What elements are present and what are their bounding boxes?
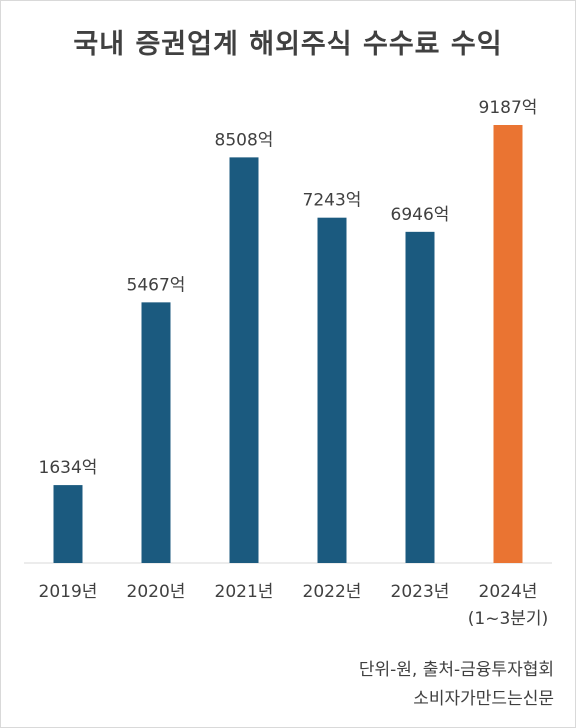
bar-2024년 <box>493 125 523 563</box>
x-tick-label-2021년: 2021년 <box>215 582 274 602</box>
data-label-2023년: 6946억 <box>391 205 450 225</box>
bar-2020년 <box>141 302 171 563</box>
x-tick-label-2019년: 2019년 <box>39 582 98 602</box>
x-tick-label-2023년: 2023년 <box>391 582 450 602</box>
bar-2022년 <box>317 217 347 564</box>
x-tick-label-2020년: 2020년 <box>127 582 186 602</box>
bar-2019년 <box>53 485 83 563</box>
publisher-note: 소비자가만드는신문 <box>413 689 554 709</box>
bar-2023년 <box>405 231 435 564</box>
x-tick-label-2022년: 2022년 <box>303 582 362 602</box>
x-tick-label-2024년: 2024년 <box>479 582 538 602</box>
chart-title: 국내 증권업계 해외주식 수수료 수익 <box>73 29 503 60</box>
data-label-2019년: 1634억 <box>39 458 98 478</box>
data-label-2024년: 9187억 <box>479 98 538 118</box>
data-label-2020년: 5467억 <box>127 275 186 295</box>
unit-source-note: 단위-원, 출처-금융투자협회 <box>358 660 554 680</box>
x-tick-sublabel-2024년: (1~3분기) <box>468 609 548 629</box>
data-label-2021년: 8508억 <box>215 130 274 150</box>
bar-2021년 <box>229 157 259 563</box>
data-label-2022년: 7243억 <box>303 191 362 211</box>
